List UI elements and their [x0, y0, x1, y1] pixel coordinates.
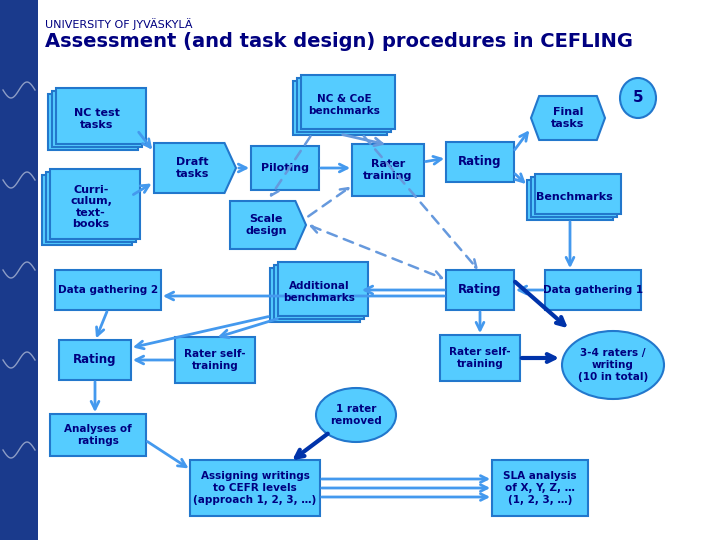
FancyBboxPatch shape	[50, 414, 146, 456]
FancyBboxPatch shape	[527, 180, 613, 220]
FancyBboxPatch shape	[50, 169, 140, 239]
Text: Benchmarks: Benchmarks	[536, 192, 613, 202]
Text: NC test
tasks: NC test tasks	[74, 108, 120, 130]
FancyBboxPatch shape	[42, 175, 132, 245]
Bar	[0, 0, 38, 540]
Text: Rater self-
training: Rater self- training	[449, 347, 510, 369]
Text: Final
tasks: Final tasks	[552, 107, 585, 129]
FancyBboxPatch shape	[352, 144, 424, 196]
Text: Data gathering 2: Data gathering 2	[58, 285, 158, 295]
Ellipse shape	[562, 331, 664, 399]
FancyBboxPatch shape	[55, 270, 161, 310]
Text: Scale
design: Scale design	[245, 214, 287, 236]
Text: Draft
tasks: Draft tasks	[176, 157, 210, 179]
FancyBboxPatch shape	[56, 88, 146, 144]
FancyBboxPatch shape	[492, 460, 588, 516]
Text: Rating: Rating	[458, 156, 502, 168]
FancyBboxPatch shape	[531, 177, 617, 217]
FancyBboxPatch shape	[48, 94, 138, 150]
Polygon shape	[230, 201, 306, 249]
Text: Data gathering 1: Data gathering 1	[543, 285, 643, 295]
Polygon shape	[531, 96, 605, 140]
Text: 1 rater
removed: 1 rater removed	[330, 404, 382, 426]
Polygon shape	[154, 143, 236, 193]
FancyBboxPatch shape	[190, 460, 320, 516]
Ellipse shape	[316, 388, 396, 442]
Text: Rating: Rating	[73, 354, 117, 367]
Text: 3-4 raters /
writing
(10 in total): 3-4 raters / writing (10 in total)	[578, 348, 648, 382]
Text: 5: 5	[633, 91, 643, 105]
FancyBboxPatch shape	[446, 270, 514, 310]
Text: NC & CoE
benchmarks: NC & CoE benchmarks	[308, 94, 380, 116]
Ellipse shape	[620, 78, 656, 118]
FancyBboxPatch shape	[278, 262, 368, 316]
Text: Rater
training: Rater training	[364, 159, 413, 181]
Text: Analyses of
ratings: Analyses of ratings	[64, 424, 132, 446]
FancyBboxPatch shape	[274, 265, 364, 319]
FancyBboxPatch shape	[545, 270, 641, 310]
FancyBboxPatch shape	[297, 78, 391, 132]
Text: SLA analysis
of X, Y, Z, …
(1, 2, 3, …): SLA analysis of X, Y, Z, … (1, 2, 3, …)	[503, 471, 577, 504]
Text: Curri-
culum,
text-
books: Curri- culum, text- books	[70, 185, 112, 230]
FancyBboxPatch shape	[293, 81, 387, 135]
FancyBboxPatch shape	[59, 340, 131, 380]
Text: UNIVERSITY OF JYVÄSKYLÄ: UNIVERSITY OF JYVÄSKYLÄ	[45, 18, 192, 30]
FancyBboxPatch shape	[440, 335, 520, 381]
FancyBboxPatch shape	[46, 172, 136, 242]
FancyBboxPatch shape	[251, 146, 319, 190]
FancyBboxPatch shape	[175, 337, 255, 383]
Text: Assigning writings
to CEFR levels
(approach 1, 2, 3, …): Assigning writings to CEFR levels (appro…	[194, 471, 317, 504]
Text: Rater self-
training: Rater self- training	[184, 349, 246, 371]
FancyBboxPatch shape	[301, 75, 395, 129]
Text: Rating: Rating	[458, 284, 502, 296]
Text: Assessment (and task design) procedures in CEFLING: Assessment (and task design) procedures …	[45, 32, 633, 51]
FancyBboxPatch shape	[535, 174, 621, 214]
FancyBboxPatch shape	[270, 268, 360, 322]
Text: Additional
benchmarks: Additional benchmarks	[283, 281, 355, 303]
Text: Piloting: Piloting	[261, 163, 309, 173]
FancyBboxPatch shape	[52, 91, 142, 147]
FancyBboxPatch shape	[446, 142, 514, 182]
